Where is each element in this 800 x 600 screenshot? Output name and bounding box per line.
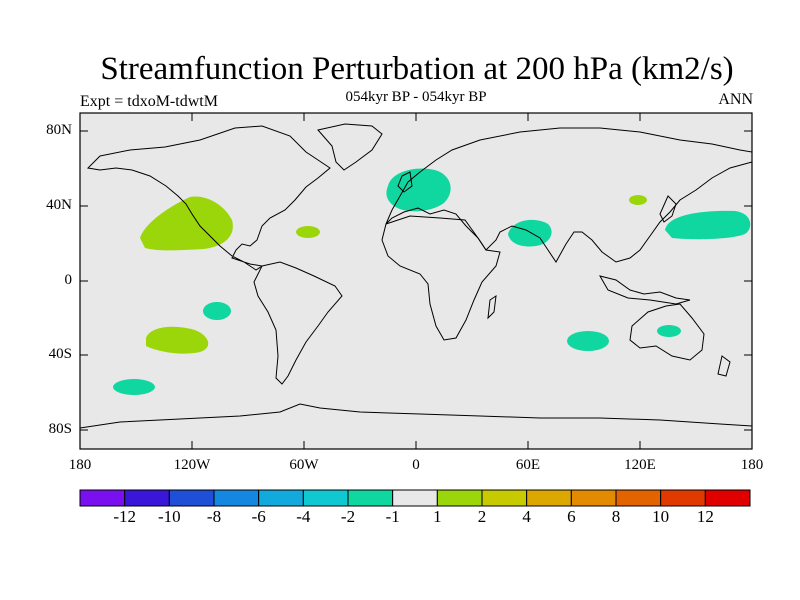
colorbar-label: 12 bbox=[696, 507, 714, 526]
coastlines bbox=[79, 123, 753, 429]
coastline-madagascar bbox=[487, 294, 497, 320]
lon-label: 60E bbox=[515, 457, 541, 473]
colorbar-label: 2 bbox=[477, 507, 487, 526]
colorbar-swatch bbox=[392, 489, 438, 507]
coastline-new-zealand bbox=[717, 355, 731, 377]
anomaly-patch-negative bbox=[113, 379, 155, 395]
colorbar-label: -10 bbox=[157, 507, 181, 526]
lon-label: 60W bbox=[289, 457, 319, 473]
plot-title: Streamfunction Perturbation at 200 hPa (… bbox=[100, 51, 734, 87]
anomaly-patch-negative bbox=[665, 210, 751, 240]
coastline-british-isles bbox=[397, 171, 413, 193]
coastline-indonesia bbox=[598, 275, 691, 305]
coastline-eurasia bbox=[385, 127, 753, 263]
colorbar-swatch bbox=[347, 489, 394, 507]
colorbar-swatch bbox=[481, 489, 528, 507]
colorbar-swatch bbox=[660, 489, 706, 507]
colorbar-swatch bbox=[124, 489, 170, 507]
lat-label: 0 bbox=[64, 272, 73, 288]
colorbar-label: 10 bbox=[652, 507, 670, 526]
colorbar-swatch bbox=[570, 489, 617, 507]
experiment-label: Expt = tdxoM-tdwtM bbox=[80, 93, 218, 110]
anomaly-patch-positive bbox=[629, 195, 647, 205]
colorbar-label: -1 bbox=[385, 507, 400, 526]
anomaly-patch-negative bbox=[203, 302, 231, 320]
colorbar-label: -12 bbox=[113, 507, 136, 526]
colorbar-label: -6 bbox=[251, 507, 266, 526]
coastline-greenland bbox=[317, 123, 383, 171]
lat-label: 40S bbox=[48, 346, 72, 362]
anomaly-patch-negative bbox=[386, 168, 451, 212]
lat-label: 80S bbox=[48, 421, 72, 437]
anomaly-patch-positive bbox=[296, 226, 320, 238]
colorbar-label: -2 bbox=[340, 507, 356, 526]
colorbar-swatch bbox=[704, 489, 751, 507]
lon-label: 120W bbox=[173, 457, 211, 473]
colorbar-label: -4 bbox=[296, 507, 311, 526]
coastline-africa bbox=[381, 215, 501, 341]
season-label: ANN bbox=[718, 91, 753, 108]
anomaly-patch-negative bbox=[657, 325, 681, 337]
colorbar-label: 8 bbox=[611, 507, 621, 526]
anomaly-patch-negative bbox=[567, 331, 609, 351]
colorbar-swatch bbox=[168, 489, 215, 507]
plot-subtitle: 054kyr BP - 054kyr BP bbox=[345, 89, 487, 105]
lat-label: 40N bbox=[46, 197, 72, 213]
colorbar-swatch bbox=[526, 489, 572, 507]
coastline-north-america bbox=[86, 125, 331, 271]
lat-label: 80N bbox=[46, 122, 72, 138]
axis-ticks bbox=[80, 113, 752, 449]
lon-label: 180 bbox=[740, 457, 764, 473]
colorbar-swatch bbox=[615, 489, 662, 507]
colorbar-swatch bbox=[436, 489, 483, 507]
colorbar-label: 6 bbox=[567, 507, 576, 526]
colorbar-swatch bbox=[302, 489, 349, 507]
colorbar-label: 4 bbox=[522, 507, 531, 526]
colorbar-label: 1 bbox=[433, 507, 442, 526]
colorbar-swatch bbox=[79, 489, 126, 507]
anomaly-patch-positive bbox=[146, 326, 209, 354]
coastline-japan bbox=[659, 195, 677, 223]
lon-label: 180 bbox=[68, 457, 92, 473]
lon-label: 120E bbox=[624, 457, 656, 473]
coastline-south-america bbox=[253, 261, 343, 385]
anomaly-patch-positive bbox=[140, 196, 233, 251]
coastline-antarctica bbox=[79, 403, 753, 429]
coastline-australia bbox=[629, 303, 705, 361]
colorbar-swatch bbox=[258, 489, 304, 507]
colorbar-swatch bbox=[213, 489, 260, 507]
colorbar-label: -8 bbox=[206, 507, 222, 526]
lon-label: 0 bbox=[412, 457, 420, 473]
